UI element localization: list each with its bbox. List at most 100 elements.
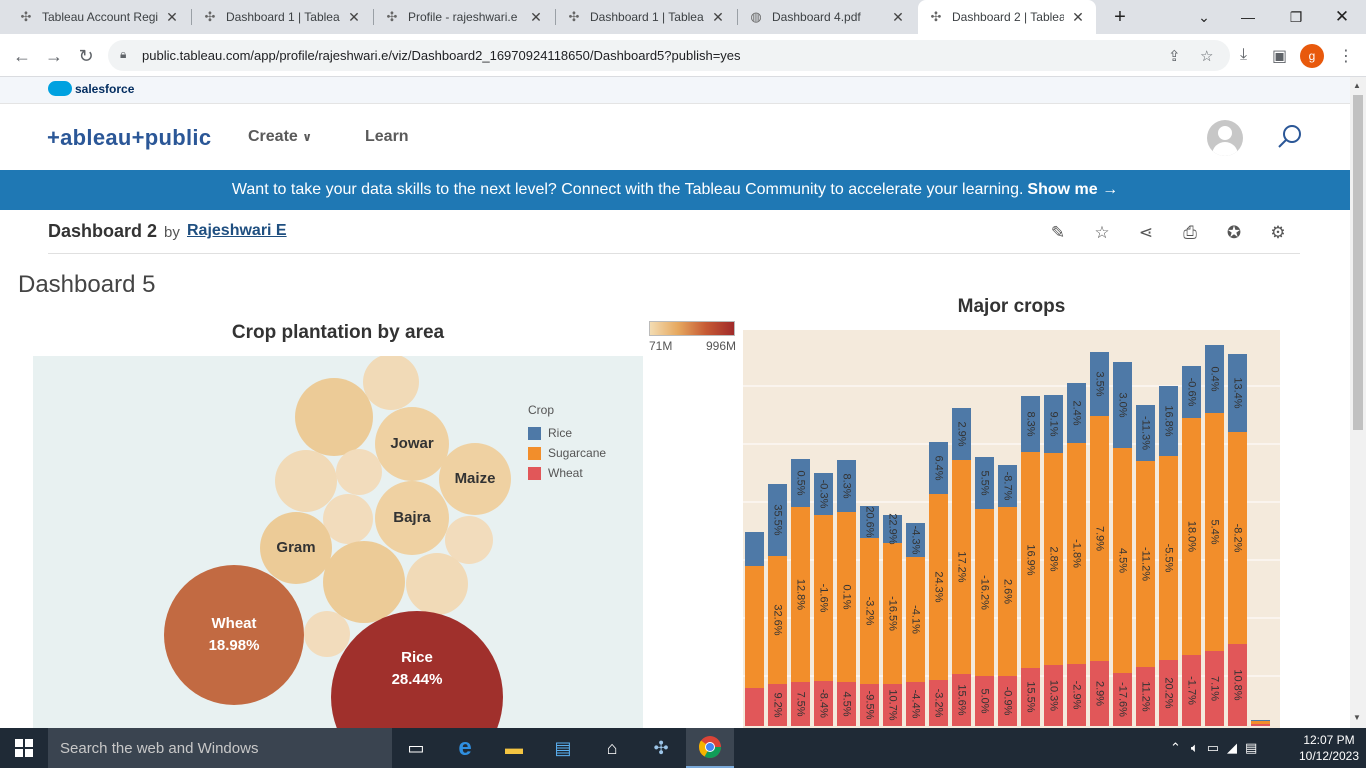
bar-sugarcane[interactable]	[768, 556, 787, 684]
store-icon[interactable]: ⌂	[606, 737, 618, 758]
user-avatar-icon[interactable]	[1207, 120, 1243, 156]
browser-tab-2[interactable]: ✣ Dashboard 1 | Tableau ✕	[192, 0, 372, 34]
bar-wheat[interactable]	[883, 684, 902, 726]
bar-wheat[interactable]	[1090, 661, 1109, 726]
bar-rice[interactable]	[1067, 383, 1086, 443]
bar-sugarcane[interactable]	[1205, 413, 1224, 651]
close-icon[interactable]: ✕	[892, 8, 904, 25]
bar-wheat[interactable]	[1021, 668, 1040, 726]
author-link[interactable]: Rajeshwari E	[187, 222, 287, 239]
download-icon[interactable]: ⤓	[1240, 46, 1248, 63]
volume-icon[interactable]: 🔈︎	[1190, 740, 1199, 755]
bar-wheat[interactable]	[768, 684, 787, 726]
battery-icon[interactable]: ▭	[1206, 740, 1220, 755]
bar-sugarcane[interactable]	[998, 507, 1017, 676]
bar-sugarcane[interactable]	[906, 557, 925, 682]
bar-sugarcane[interactable]	[952, 460, 971, 674]
bar-rice[interactable]	[952, 408, 971, 460]
bar-rice[interactable]	[1182, 366, 1201, 418]
bar-sugarcane[interactable]	[1067, 443, 1086, 664]
bar-sugarcane[interactable]	[975, 509, 994, 676]
window-close-icon[interactable]: ✕	[1334, 7, 1350, 26]
bubble-bajra[interactable]: Bajra	[375, 481, 449, 555]
taskbar-clock[interactable]: 12:07 PM 10/12/2023	[1296, 732, 1362, 764]
bar-wheat[interactable]	[952, 674, 971, 726]
salesforce-logo[interactable]: salesforce	[48, 81, 134, 96]
network-icon[interactable]: ◢	[1227, 740, 1238, 755]
url-text[interactable]: public.tableau.com/app/profile/rajeshwar…	[142, 48, 741, 63]
close-icon[interactable]: ✕	[712, 8, 724, 25]
bar-sugarcane[interactable]	[860, 538, 879, 684]
bar-sugarcane[interactable]	[837, 512, 856, 682]
task-view-icon[interactable]: ▭	[407, 737, 425, 758]
bubble-small[interactable]	[363, 356, 419, 410]
bubble-small[interactable]	[336, 449, 382, 495]
bar-rice[interactable]	[883, 515, 902, 543]
edge-icon[interactable]: e	[458, 734, 472, 761]
bubble-maize[interactable]: Maize	[439, 443, 511, 515]
bar-sugarcane[interactable]	[814, 515, 833, 681]
bubble-small[interactable]	[275, 450, 337, 512]
bar-sugarcane[interactable]	[883, 543, 902, 684]
browser-tab-4[interactable]: ✣ Dashboard 1 | Tableau ✕	[556, 0, 736, 34]
outlook-icon[interactable]: ▤	[554, 737, 572, 758]
taskbar-search[interactable]: Search the web and Windows	[48, 728, 392, 768]
close-icon[interactable]: ✕	[166, 8, 178, 25]
page-scrollbar[interactable]: ▲ ▼	[1350, 77, 1366, 728]
bookmark-star-icon[interactable]: ☆	[1200, 48, 1214, 65]
bar-wheat[interactable]	[1228, 644, 1247, 726]
new-tab-button[interactable]: +	[1114, 5, 1126, 28]
settings-gear-icon[interactable]: ⚙	[1270, 223, 1286, 242]
bar-rice[interactable]	[1228, 354, 1247, 432]
bar-rice[interactable]	[1205, 345, 1224, 413]
browser-tab-3[interactable]: ✣ Profile - rajeshwari.e ✕	[374, 0, 554, 34]
share-icon[interactable]: ⇪	[1168, 48, 1181, 65]
bubble-rice[interactable]: Rice 28.44%	[331, 611, 503, 728]
bar-sugarcane[interactable]	[1228, 432, 1247, 644]
bar-sugarcane[interactable]	[1182, 418, 1201, 655]
bar-wheat[interactable]	[1205, 651, 1224, 726]
tableau-public-logo[interactable]: +ableau+public	[47, 125, 212, 150]
bar-sugarcane[interactable]	[1113, 448, 1132, 673]
bar-wheat[interactable]	[814, 681, 833, 726]
bar-wheat[interactable]	[1044, 665, 1063, 726]
bar-sugarcane[interactable]	[1159, 456, 1178, 660]
bar-wheat[interactable]	[860, 684, 879, 726]
bar-rice[interactable]	[975, 457, 994, 509]
bar-rice[interactable]	[837, 460, 856, 512]
bar-wheat[interactable]	[745, 688, 764, 726]
file-explorer-icon[interactable]: ▬	[505, 737, 523, 758]
chrome-icon[interactable]	[686, 728, 734, 768]
bar-sugarcane[interactable]	[1044, 453, 1063, 665]
profile-avatar[interactable]: g	[1300, 44, 1324, 68]
nav-learn[interactable]: Learn	[365, 128, 409, 145]
legend-item-sugarcane[interactable]: Sugarcane	[528, 443, 606, 463]
bubble-small[interactable]	[304, 611, 350, 657]
download-icon[interactable]: ⎙	[1183, 223, 1197, 242]
bar-sugarcane[interactable]	[745, 566, 764, 688]
bar-rice[interactable]	[814, 473, 833, 515]
scroll-thumb[interactable]	[1353, 95, 1363, 430]
nav-create[interactable]: Create ∨	[248, 128, 312, 146]
favorite-star-icon[interactable]: ☆	[1094, 223, 1110, 242]
reload-icon[interactable]: ↻	[78, 45, 94, 66]
windows-start-button[interactable]	[0, 728, 48, 768]
bar-wheat[interactable]	[1113, 673, 1132, 726]
bar-wheat[interactable]	[837, 682, 856, 726]
bubble-jowar[interactable]: Jowar	[375, 407, 449, 481]
restore-icon[interactable]: ❐	[1289, 8, 1303, 25]
bar-rice[interactable]	[929, 442, 948, 494]
bar-rice[interactable]	[1136, 405, 1155, 461]
close-icon[interactable]: ✕	[530, 8, 542, 25]
bar-wheat[interactable]	[1251, 724, 1270, 726]
bar-sugarcane[interactable]	[929, 494, 948, 680]
browser-tab-6-active[interactable]: ✣ Dashboard 2 | Tableau ✕	[918, 0, 1096, 34]
bar-rice[interactable]	[1113, 362, 1132, 448]
scroll-up-icon[interactable]: ▲	[1353, 81, 1361, 90]
bar-sugarcane[interactable]	[791, 507, 810, 682]
bubble-small[interactable]	[406, 553, 468, 615]
bubble-gram[interactable]: Gram	[260, 512, 332, 584]
legend-item-wheat[interactable]: Wheat	[528, 463, 606, 483]
scroll-down-icon[interactable]: ▼	[1353, 713, 1361, 722]
menu-dots-icon[interactable]: ⋮	[1338, 48, 1354, 65]
